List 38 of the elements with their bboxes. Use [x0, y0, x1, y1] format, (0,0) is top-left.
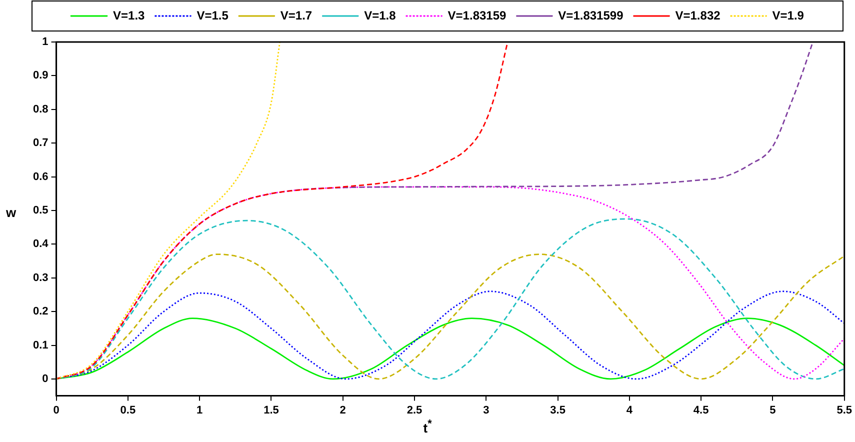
y-tick-label: 0.3 — [32, 272, 48, 284]
legend-label: V=1.831599 — [558, 8, 624, 22]
x-tick-label: 5 — [770, 404, 776, 416]
x-tick-label: 4.5 — [693, 404, 709, 416]
x-tick-label: 5.5 — [836, 404, 852, 416]
line-series — [56, 318, 844, 380]
x-tick-label: 4 — [626, 404, 634, 416]
x-axis-title: t$^{*}$ — [422, 418, 433, 436]
line-series — [56, 42, 508, 380]
y-tick-label: 0.6 — [32, 170, 48, 183]
y-tick-label: 0.7 — [32, 137, 48, 150]
legend-label: V=1.83159 — [448, 8, 507, 22]
x-tick-label: 1.5 — [264, 404, 279, 416]
y-tick-label: 0.9 — [32, 70, 48, 82]
legend-label: V=1.832 — [675, 8, 721, 22]
x-tick-label: 3 — [483, 404, 490, 416]
y-tick-label: 0.8 — [32, 103, 48, 116]
y-tick-label: 0.1 — [32, 339, 48, 352]
y-tick-label: 0 — [42, 372, 48, 385]
legend-label: V=1.3 — [113, 8, 146, 22]
x-tick-label: 0 — [53, 404, 60, 416]
y-tick-label: 1 — [42, 36, 48, 48]
y-tick-label: 0.2 — [32, 306, 48, 318]
legend-label: V=1.5 — [196, 8, 229, 22]
x-tick-label: 3.5 — [550, 404, 566, 416]
x-tick-label: 2.5 — [406, 404, 422, 416]
legend-label: V=1.9 — [772, 8, 804, 22]
legend-label: V=1.7 — [280, 8, 312, 22]
x-tick-label: 0.5 — [120, 404, 136, 416]
line-series — [56, 254, 844, 380]
y-tick-label: 0.5 — [32, 204, 48, 217]
x-tick-label: 2 — [340, 404, 346, 416]
line-series — [56, 218, 844, 380]
line-series — [56, 42, 281, 380]
x-tick-label: 1 — [196, 404, 203, 416]
y-tick-label: 0.4 — [32, 238, 50, 250]
y-axis-title: w — [6, 205, 16, 220]
legend-label: V=1.8 — [364, 8, 396, 22]
